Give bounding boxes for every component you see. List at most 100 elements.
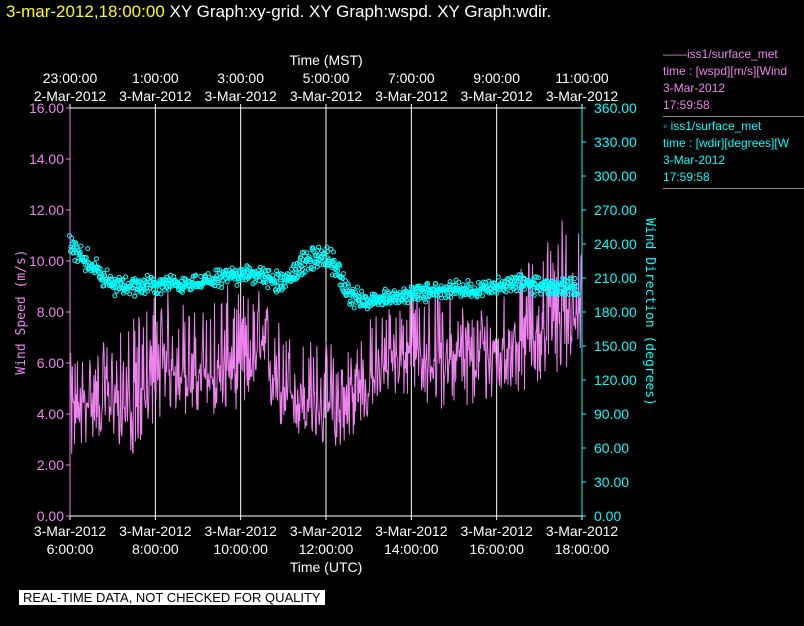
wind-direction-point [284, 271, 290, 277]
legend-wspd-variable: time : [wspd][m/s][Wind [663, 64, 788, 78]
wind-direction-point [142, 291, 148, 297]
wind-direction-point [460, 292, 465, 298]
wind-direction-point [423, 299, 429, 305]
wind-direction-point [78, 243, 84, 249]
wind-direction-point [112, 293, 118, 299]
bottom-tick-date: 3-Mar-2012 [375, 523, 448, 539]
wind-direction-point [141, 286, 147, 292]
bottom-tick-time: 18:00:00 [555, 541, 610, 557]
wind-direction-point [561, 292, 567, 298]
wind-direction-point [495, 274, 501, 280]
wind-direction-point [304, 250, 310, 256]
wind-direction-point [234, 282, 240, 288]
legend-wdir-source: ◦ iss1/surface_met [663, 119, 762, 133]
wind-direction-point [164, 274, 170, 280]
wind-direction-point [316, 244, 322, 250]
wind-direction-point [127, 291, 133, 297]
legend-wdir-variable: time : [wdir][degrees][W [663, 136, 790, 150]
wind-direction-point [550, 279, 556, 285]
wind-speed-line [69, 220, 583, 454]
top-tick-time: 9:00:00 [473, 70, 520, 86]
left-tick-label: 14.00 [29, 151, 64, 167]
bottom-tick-date: 3-Mar-2012 [119, 523, 192, 539]
bottom-axis-title: Time (UTC) [290, 559, 363, 575]
wind-direction-point [325, 249, 330, 255]
bottom-tick-date: 3-Mar-2012 [546, 523, 619, 539]
top-tick-time: 5:00:00 [303, 70, 350, 86]
grid-lines [154, 108, 498, 516]
wind-direction-point [368, 296, 374, 302]
legend-wind-direction[interactable]: ◦ iss1/surface_met time : [wdir][degrees… [663, 118, 804, 189]
wind-direction-point [318, 257, 323, 263]
wind-direction-point [331, 263, 337, 269]
legend-wspd-source: ——iss1/surface_met [663, 47, 778, 61]
wind-direction-point [276, 287, 282, 293]
right-tick-label: 30.00 [594, 474, 629, 490]
wind-direction-point [339, 282, 345, 288]
wind-direction-point [339, 285, 345, 291]
bottom-tick-date: 3-Mar-2012 [460, 523, 533, 539]
wind-direction-point [453, 282, 459, 288]
top-tick-date: 3-Mar-2012 [546, 88, 619, 104]
wind-direction-point [564, 279, 570, 285]
bottom-tick-time: 12:00:00 [299, 541, 354, 557]
axis-labels: 0.00 2.00 4.00 6.00 8.00 10.00 12.00 14.00 16.00… [14, 52, 657, 575]
wind-direction-point [465, 278, 471, 283]
wind-direction-point [492, 281, 498, 287]
top-tick-time: 1:00:00 [132, 70, 179, 86]
legend-wdir-time: 17:59:58 [663, 170, 710, 184]
top-tick-time: 7:00:00 [388, 70, 435, 86]
right-tick-label: 210.00 [594, 270, 637, 286]
wind-direction-point [343, 278, 348, 284]
wind-direction-point [274, 279, 280, 285]
wind-direction-point [322, 250, 327, 256]
wind-direction-point [291, 261, 297, 267]
left-tick-label: 4.00 [37, 406, 64, 422]
wind-direction-point [83, 255, 89, 261]
axes [66, 104, 586, 520]
right-tick-label: 270.00 [594, 202, 637, 218]
wind-direction-point [445, 294, 451, 299]
wind-direction-point [73, 240, 79, 246]
wind-direction-point [503, 289, 509, 295]
right-tick-label: 150.00 [594, 338, 637, 354]
wind-direction-point [289, 271, 295, 277]
right-tick-label: 90.00 [594, 406, 629, 422]
wind-direction-point [224, 279, 230, 285]
top-tick-date: 3-Mar-2012 [460, 88, 533, 104]
wind-direction-point [351, 305, 357, 311]
right-tick-label: 360.00 [594, 100, 637, 116]
wind-direction-point [263, 279, 269, 285]
wind-direction-point [77, 249, 83, 255]
bottom-tick-date: 3-Mar-2012 [204, 523, 277, 539]
wind-direction-point [369, 291, 375, 297]
wind-direction-point [134, 289, 140, 295]
right-tick-label: 240.00 [594, 236, 637, 252]
wind-direction-point [273, 287, 279, 293]
wind-direction-point [145, 288, 151, 294]
wind-direction-point [247, 265, 253, 271]
wind-direction-point [266, 267, 272, 273]
wind-direction-point [532, 281, 538, 286]
wind-speed-series [69, 220, 583, 454]
legend-wdir-date: 3-Mar-2012 [663, 153, 726, 167]
wind-direction-point [536, 275, 541, 281]
wind-direction-point [566, 292, 572, 298]
wind-direction-point [349, 291, 355, 297]
wind-direction-point [328, 246, 334, 252]
wind-direction-point [257, 264, 263, 270]
wind-direction-point [433, 281, 439, 286]
right-tick-label: 0.00 [594, 508, 621, 524]
legend-wspd-date: 3-Mar-2012 [663, 81, 726, 95]
wind-direction-point [405, 300, 411, 306]
bottom-tick-time: 16:00:00 [469, 541, 524, 557]
wind-direction-point [252, 279, 258, 285]
wind-direction-point [448, 294, 454, 300]
wind-direction-point [240, 275, 246, 281]
wind-direction-point [244, 263, 250, 269]
legend-wind-speed[interactable]: ——iss1/surface_met time : [wspd][m/s][Wi… [663, 46, 804, 117]
wind-direction-point [301, 250, 307, 256]
wind-direction-point [354, 284, 360, 290]
top-tick-date: 3-Mar-2012 [290, 88, 363, 104]
wind-direction-point [530, 276, 536, 282]
